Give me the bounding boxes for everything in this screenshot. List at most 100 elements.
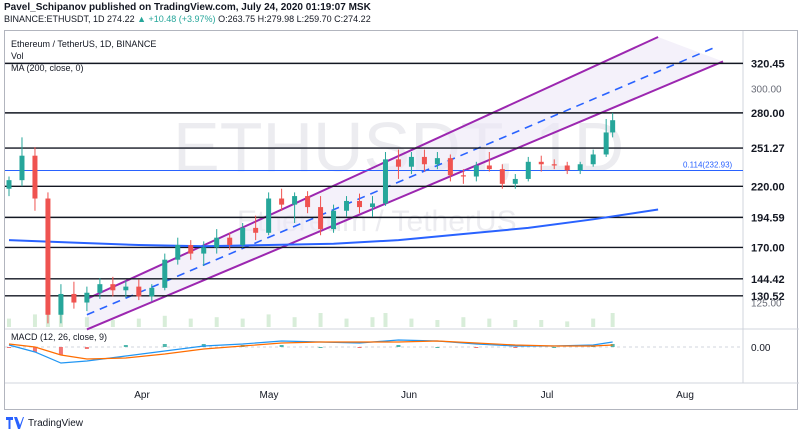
level-label: 194.59 — [751, 212, 785, 224]
candle-body — [97, 284, 103, 293]
candle-body — [123, 286, 129, 291]
candle-body — [58, 293, 64, 315]
level-label: 280.00 — [751, 108, 785, 120]
candle-body — [110, 284, 116, 291]
last-price: 274.22 — [107, 14, 135, 24]
volume-bar — [461, 317, 466, 327]
ohlc-values: O:263.75 H:279.98 L:259.70 C:274.22 — [218, 14, 371, 24]
fib-level-label: 0.114(232.93) — [683, 160, 733, 169]
macd-zero-label: 0.00 — [751, 343, 771, 354]
volume-bar — [214, 317, 219, 327]
level-label: 170.00 — [751, 242, 785, 254]
volume-bar — [136, 318, 141, 327]
legend-volume: Vol — [11, 51, 24, 61]
volume-bar — [188, 318, 193, 327]
time-axis-label: Jul — [541, 390, 554, 401]
candle-body — [610, 120, 616, 133]
macd-histogram-bar — [474, 347, 479, 348]
candle-body — [486, 165, 492, 170]
volume-bar — [84, 317, 89, 327]
channel-lower-line — [86, 60, 724, 331]
volume-bar — [383, 313, 388, 327]
candle-body — [538, 161, 544, 165]
volume-bar — [162, 315, 167, 327]
macd-line — [8, 339, 613, 364]
candle-body — [45, 198, 51, 315]
time-axis-label: May — [260, 390, 279, 401]
candle-body — [19, 155, 25, 181]
volume-bar — [539, 320, 544, 327]
channel-upper-line — [86, 36, 659, 300]
candle-body — [279, 198, 285, 205]
level-label: 320.45 — [751, 58, 785, 70]
volume-bar — [409, 318, 414, 327]
candle-body — [188, 245, 194, 254]
macd-histogram-bar — [552, 347, 557, 348]
volume-bar — [292, 317, 297, 327]
volume-bar — [240, 318, 245, 327]
candle-body — [434, 158, 440, 165]
candle-body — [71, 293, 77, 303]
level-label: 144.42 — [751, 274, 785, 286]
macd-signal-line — [8, 340, 613, 360]
legend-ma: MA (200, close, 0) — [11, 63, 84, 73]
volume-bar — [591, 318, 596, 327]
candle-body — [32, 155, 38, 199]
candle-body — [6, 180, 12, 189]
candle-body — [253, 227, 259, 233]
volume-bar — [513, 320, 518, 327]
volume-bar — [318, 313, 323, 327]
price-tick-label: 300.00 — [751, 84, 782, 95]
candle-body — [292, 196, 298, 205]
level-label: 130.52 — [751, 291, 785, 303]
chart-header: Pavel_Schipanov published on TradingView… — [0, 0, 800, 28]
level-label: 251.27 — [751, 143, 785, 155]
candle-body — [499, 169, 505, 184]
publisher-line: Pavel_Schipanov published on TradingView… — [4, 2, 371, 13]
candle-body — [447, 158, 453, 176]
candle-body — [369, 203, 375, 208]
candle-body — [266, 198, 272, 233]
macd-histogram-bar — [7, 347, 11, 348]
candle-body — [240, 227, 246, 246]
candle-body — [395, 159, 401, 167]
candle-body — [84, 292, 90, 303]
macd-histogram-bar — [84, 347, 89, 349]
candle-body — [473, 165, 479, 177]
chart-frame[interactable]: ETHUSDT, 1D Ethereum / TetherUS 0.114(232… — [4, 30, 799, 411]
tradingview-logo-icon — [6, 417, 24, 429]
candle-body — [564, 165, 570, 171]
candle-body — [421, 156, 427, 165]
macd-histogram-bar — [435, 347, 440, 348]
candle-body — [305, 196, 311, 208]
candle-body — [551, 164, 557, 166]
candle-body — [590, 154, 596, 165]
candle-body — [175, 245, 181, 260]
volume-bar — [370, 317, 375, 327]
volume-bar — [110, 320, 115, 327]
candle-body — [382, 159, 388, 204]
macd-histogram-bar — [513, 347, 518, 348]
volume-bar — [7, 318, 11, 327]
symbol-label: BINANCE:ETHUSDT, 1D — [4, 14, 105, 24]
candle-body — [460, 175, 466, 177]
candle-body — [512, 178, 518, 184]
price-tick-label: 125.00 — [751, 299, 782, 310]
candle-body — [331, 210, 337, 230]
macd-histogram-bar — [162, 344, 167, 347]
macd-histogram-bar — [123, 345, 128, 347]
volume-bar — [435, 320, 440, 327]
symbol-quote-line: BINANCE:ETHUSDT, 1D 274.22 ▲ +10.48 (+3.… — [4, 14, 371, 24]
ma200-line — [8, 208, 659, 248]
footer: TradingView — [6, 414, 83, 432]
volume-bar — [344, 318, 349, 327]
candle-body — [577, 164, 583, 171]
channel-fill — [86, 37, 723, 330]
volume-bar — [610, 313, 615, 327]
candle-body — [344, 200, 350, 211]
macd-histogram-bar — [396, 345, 401, 347]
candle-body — [227, 237, 233, 246]
candle-body — [603, 132, 609, 155]
candle-body — [357, 200, 363, 208]
